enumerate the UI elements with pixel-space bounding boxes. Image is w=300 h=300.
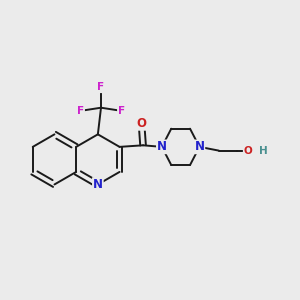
Text: F: F bbox=[77, 106, 84, 116]
Text: N: N bbox=[93, 178, 103, 191]
Text: N: N bbox=[157, 140, 167, 153]
Text: N: N bbox=[194, 140, 204, 153]
Text: F: F bbox=[98, 82, 105, 92]
Text: O: O bbox=[244, 146, 252, 156]
Text: O: O bbox=[136, 117, 146, 130]
Text: F: F bbox=[118, 106, 125, 116]
Text: H: H bbox=[259, 146, 267, 156]
